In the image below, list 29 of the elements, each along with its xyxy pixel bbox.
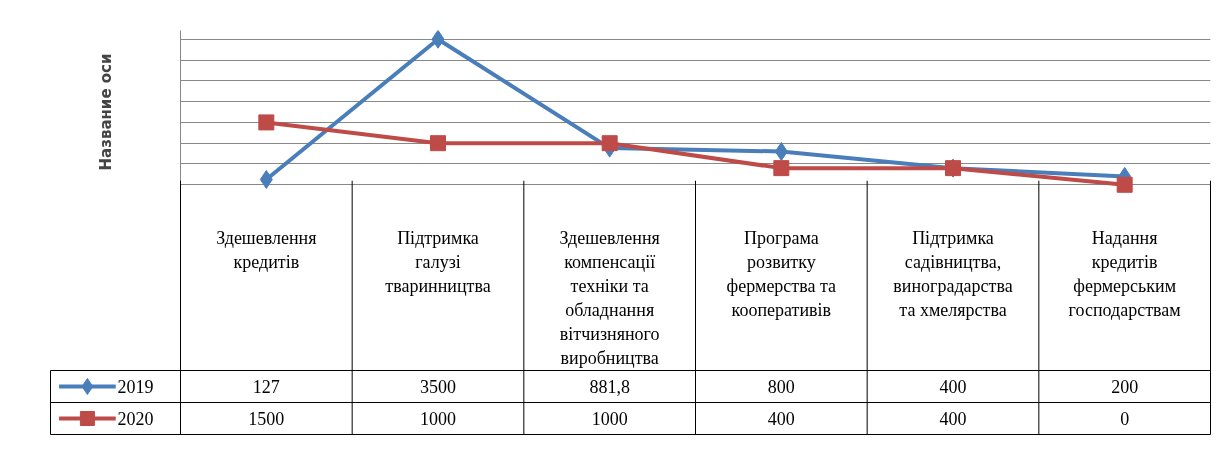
x-tick-label: Підтримка садівництва, виноградарства та хмелярства: [893, 227, 1013, 320]
point: [773, 160, 790, 177]
point: [258, 114, 275, 131]
data-label: 800: [767, 377, 795, 397]
legend-label: 2019: [117, 377, 154, 397]
x-tick-label: Програма розвитку фермерства та кооперативів: [726, 227, 837, 320]
data-label: 127: [252, 377, 280, 397]
x-tick-label: Здешевлення кредитів: [216, 227, 317, 272]
data-label: 3500: [420, 377, 456, 397]
point: [431, 30, 445, 49]
data-label: 400: [939, 377, 967, 397]
point: [430, 135, 446, 152]
point: [774, 142, 788, 161]
data-label: 881,8: [589, 377, 630, 397]
x-tick-label: Підтримка галузі тваринництва: [385, 227, 491, 296]
data-label: 1500: [248, 409, 285, 429]
y-axis-title: Название оси: [96, 53, 115, 171]
data-label: 200: [1111, 377, 1139, 397]
point: [601, 135, 618, 152]
data-label: 400: [767, 409, 795, 429]
data-label: 400: [939, 409, 967, 429]
point: [259, 169, 273, 189]
data-label: 0: [1120, 409, 1130, 429]
data-label: 1000: [591, 409, 628, 429]
x-tick-label: Надання кредитів фермерським господарствам: [1068, 227, 1181, 320]
legend-label: 2020: [117, 409, 154, 429]
data-label: 1000: [420, 409, 456, 429]
point: [1116, 176, 1133, 193]
x-tick-label: Здешевлення компенсації техніки та обладнання вітчизняного виробництва: [559, 227, 660, 368]
